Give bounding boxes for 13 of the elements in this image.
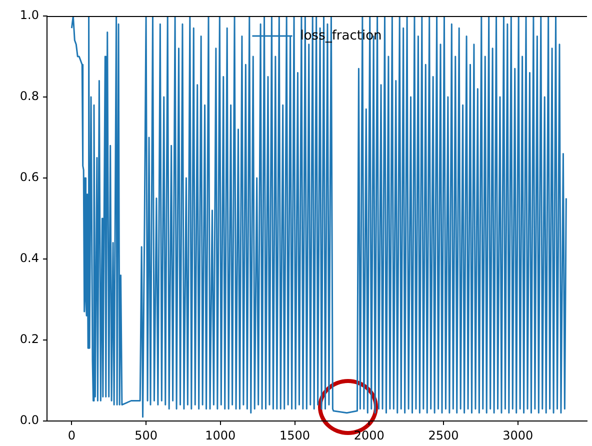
x-tick-label: 1500	[279, 428, 310, 442]
y-tick-label: 0.6	[20, 170, 39, 184]
x-tick-label: 0	[68, 428, 76, 442]
y-tick-label: 1.0	[20, 8, 39, 22]
y-tick-label: 0.0	[20, 413, 39, 428]
y-tick-label: 0.8	[20, 89, 39, 104]
x-tick-label: 1000	[205, 428, 236, 442]
x-tick-label: 500	[134, 428, 158, 442]
x-tick-label: 3000	[502, 428, 534, 442]
x-tick-label: 2500	[428, 428, 459, 442]
y-tick-label: 0.2	[20, 332, 39, 346]
y-tick-label: 0.4	[20, 251, 39, 266]
x-tick-label: 2000	[354, 428, 384, 442]
